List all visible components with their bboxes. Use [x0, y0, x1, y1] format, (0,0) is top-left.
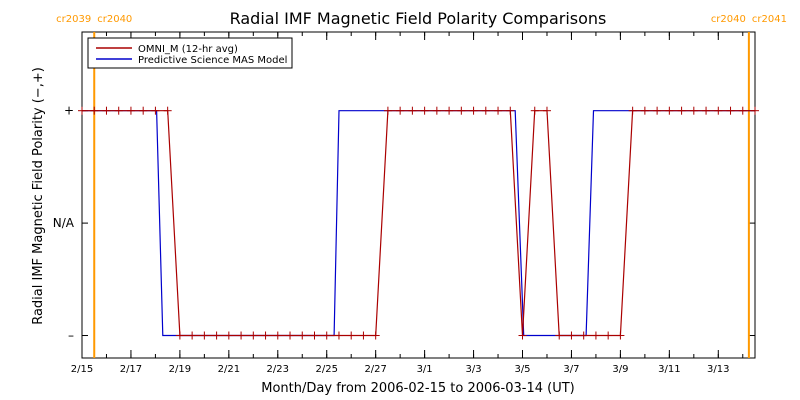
chart-title: Radial IMF Magnetic Field Polarity Compa… [230, 9, 607, 28]
rotation-marker-label-right: cr2040 [97, 14, 132, 25]
x-tick-label: 2/21 [218, 364, 240, 375]
x-tick-label: 2/27 [364, 364, 386, 375]
legend-label: Predictive Science MAS Model [138, 55, 287, 66]
x-axis-label: Month/Day from 2006-02-15 to 2006-03-14 … [261, 381, 574, 396]
x-tick-label: 3/11 [658, 364, 680, 375]
plot-layer: + N/A – 2/15 2/17 2/19 2/21 2/23 2/25 2/27 3/1 3/3 3… [53, 14, 787, 375]
x-tick-label: 3/13 [707, 364, 729, 375]
rotation-marker-label-left: cr2040 [711, 14, 746, 25]
series-line [82, 110, 755, 337]
y-tick-label: + [64, 104, 74, 118]
legend-label: OMNI_M (12-hr avg) [138, 44, 238, 55]
x-tick-label: 3/5 [514, 364, 530, 375]
rotation-marker-label-left: cr2039 [56, 14, 91, 25]
x-tick-label: 3/1 [417, 364, 433, 375]
x-tick-label: 2/25 [315, 364, 337, 375]
x-tick-label: 2/19 [169, 364, 191, 375]
series-line [82, 110, 755, 337]
rotation-marker-label-right: cr2041 [752, 14, 787, 25]
x-tick-label: 2/23 [267, 364, 289, 375]
y-tick-label: N/A [53, 216, 75, 230]
y-tick-label: – [68, 329, 74, 343]
x-tick-label: 3/7 [563, 364, 579, 375]
legend-box [87, 37, 293, 69]
x-tick-label: 2/17 [120, 364, 142, 375]
y-axis-label: Radial IMF Magnetic Field Polarity (−,+) [31, 67, 46, 325]
plot-frame [81, 31, 756, 359]
x-tick-label: 2/15 [71, 364, 93, 375]
x-tick-label: 3/3 [466, 364, 482, 375]
x-tick-label: 3/9 [612, 364, 628, 375]
